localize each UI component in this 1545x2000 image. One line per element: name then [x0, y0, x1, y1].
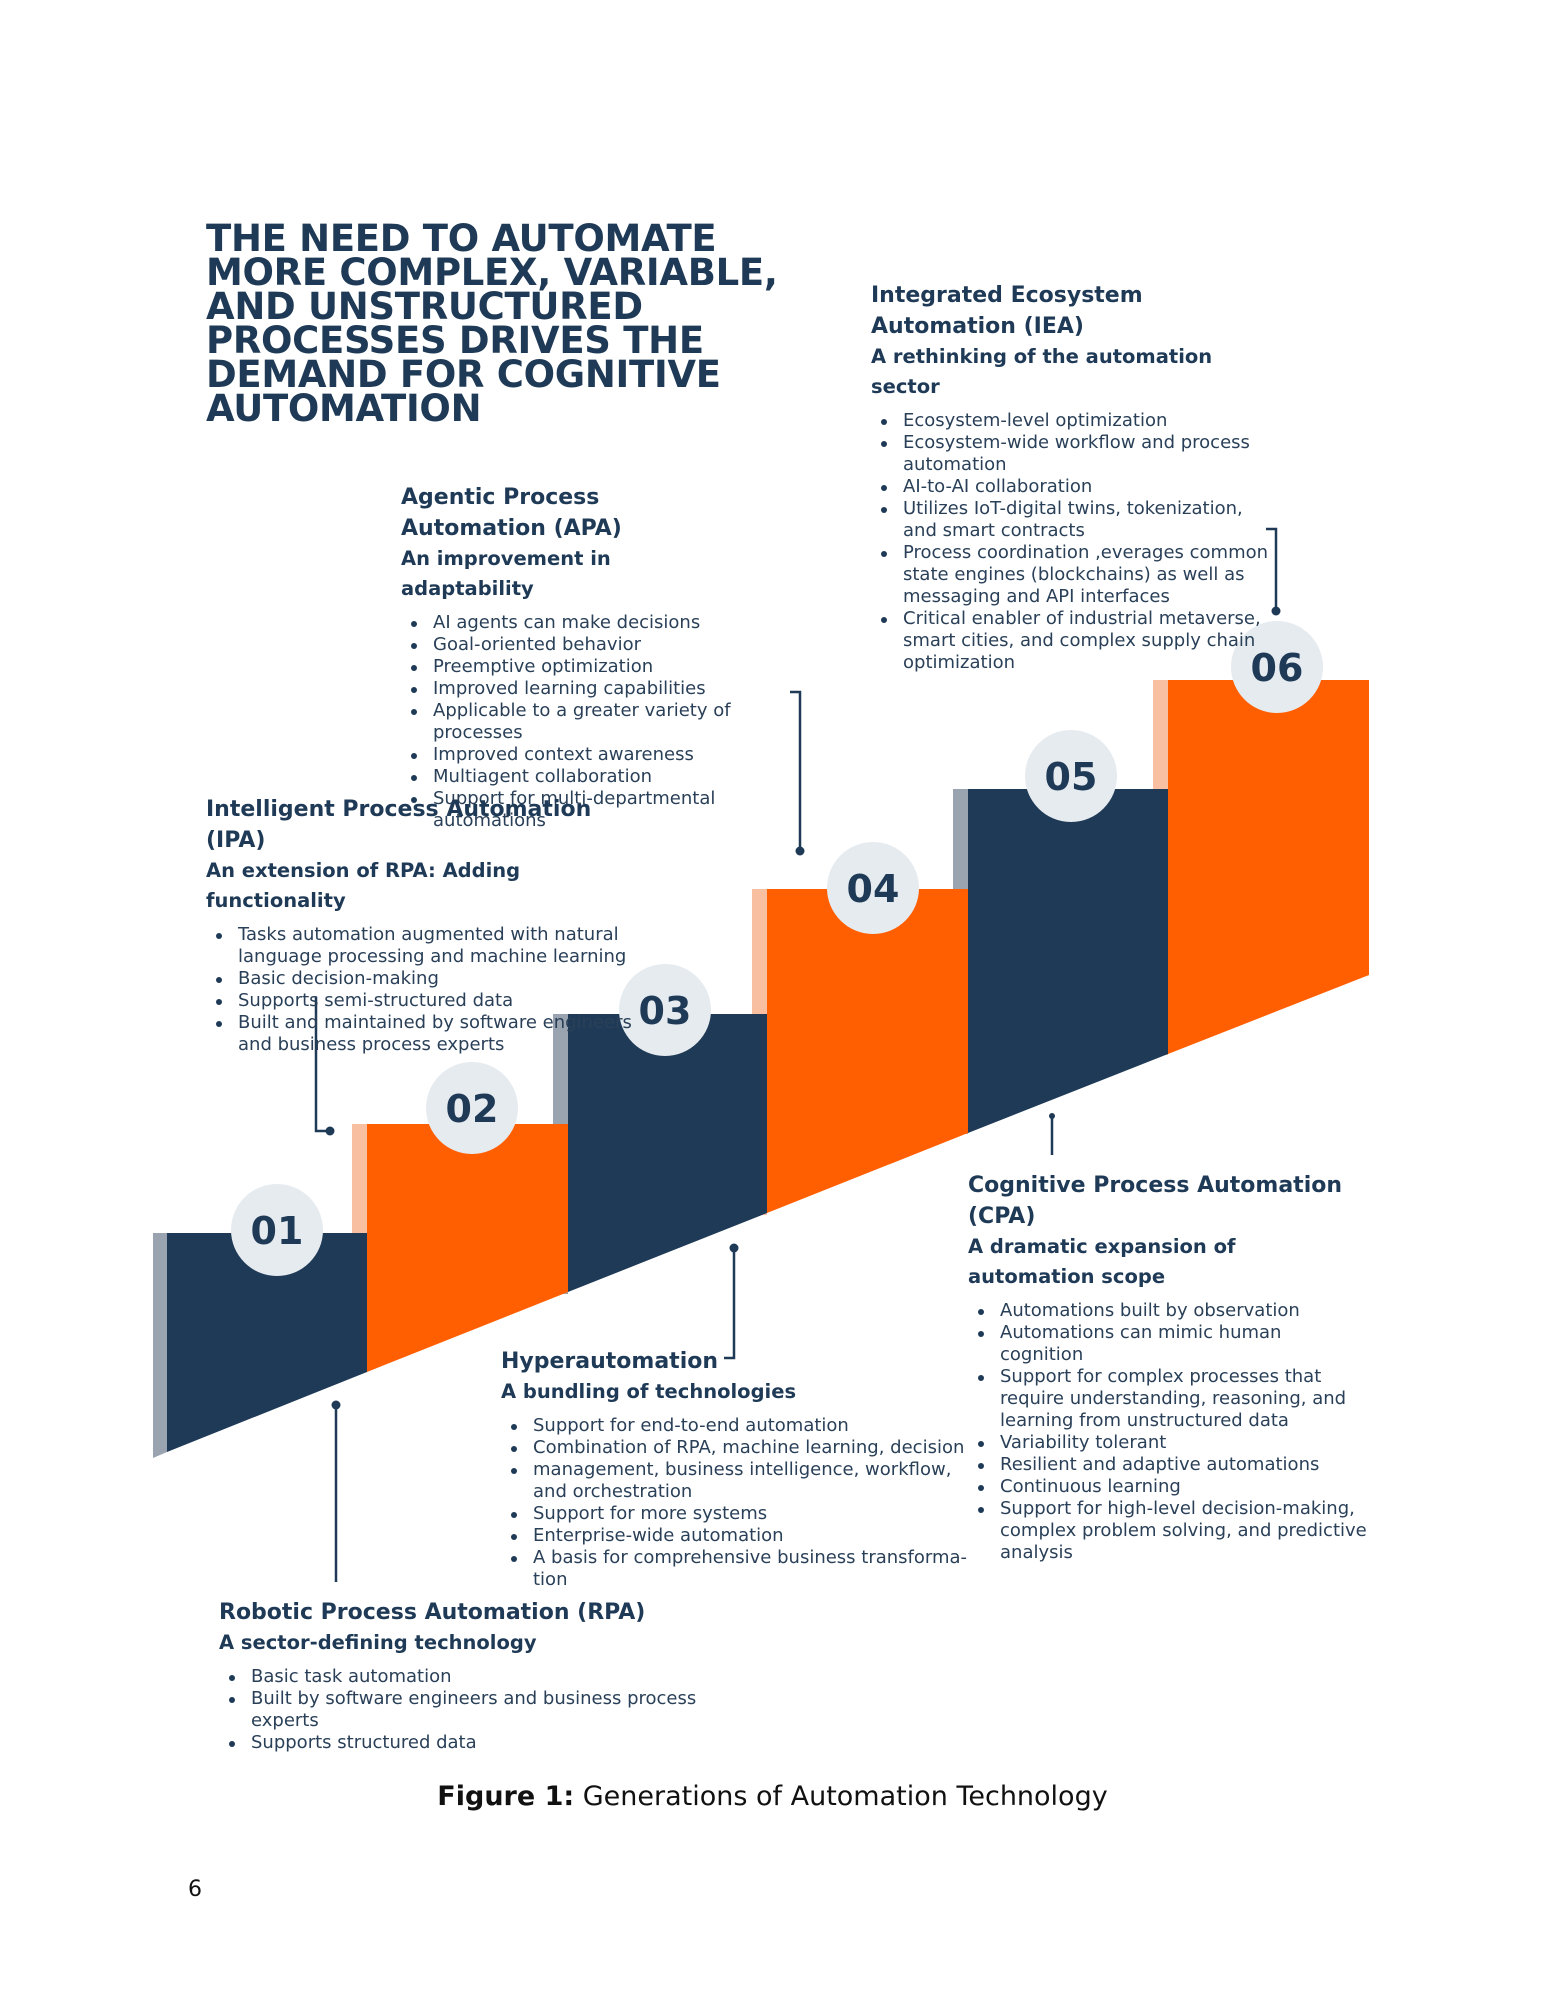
step-05 — [968, 789, 1168, 1133]
list-item: Improved context awareness — [401, 744, 741, 766]
list-item: Automations built by observation — [968, 1300, 1368, 1322]
stage-ipa-bullets: Tasks automation augmented with natural … — [206, 924, 636, 1056]
step-01-shade — [153, 1233, 167, 1458]
stage-apa-block: Agentic Process Automation (APA) An impr… — [401, 482, 741, 832]
stage-cpa-title: Cognitive Process Automation (CPA) — [968, 1173, 1343, 1229]
stage-rpa-subtitle: A sector-defining technology — [219, 1631, 537, 1654]
list-item: Enterprise-wide automation — [501, 1525, 971, 1547]
step-02-circle — [426, 1062, 518, 1154]
list-item: Utilizes IoT-digital twins, tokenization… — [871, 498, 1271, 542]
list-item: Automations can mimic human cognition — [968, 1322, 1368, 1366]
stage-cpa-block: Cognitive Process Automation (CPA) A dra… — [968, 1170, 1368, 1564]
step-06-circle — [1231, 621, 1323, 713]
list-item: Supports semi-structured data — [206, 990, 636, 1012]
step-03-circle — [619, 964, 711, 1056]
list-item: management, business intelligence, workf… — [501, 1459, 971, 1503]
list-item: Ecosystem-level optimization — [871, 410, 1271, 432]
list-item: Supports structured data — [219, 1732, 709, 1754]
stage-rpa-block: Robotic Process Automation (RPA) A secto… — [219, 1597, 709, 1754]
stage-hyperautomation-bullets: Support for end-to-end automation Combin… — [501, 1415, 971, 1591]
list-item: Continuous learning — [968, 1476, 1368, 1498]
connector-cpa-dot — [1049, 1113, 1055, 1119]
stage-ipa-title: Intelligent Process Automation (IPA) — [206, 797, 592, 853]
page-headline: THE NEED TO AUTOMATE MORE COMPLEX, VARIA… — [206, 217, 778, 430]
step-01-number: 01 — [251, 1209, 304, 1253]
stage-hyperautomation-block: Hyperautomation A bundling of technologi… — [501, 1346, 971, 1591]
list-item: Variability tolerant — [968, 1432, 1368, 1454]
list-item: Resilient and adaptive automations — [968, 1454, 1368, 1476]
list-item: Combination of RPA, machine learning, de… — [501, 1437, 971, 1459]
list-item: Basic task automation — [219, 1666, 709, 1688]
connector-apa-dot — [795, 846, 805, 856]
list-item: Multiagent collaboration — [401, 766, 741, 788]
step-01-circle — [231, 1184, 323, 1276]
connector-rpa-dot — [331, 1400, 341, 1410]
stage-cpa-bullets: Automations built by observation Automat… — [968, 1300, 1368, 1564]
list-item: AI-to-AI collaboration — [871, 476, 1271, 498]
stage-rpa-title: Robotic Process Automation (RPA) — [219, 1600, 646, 1625]
figure-caption-text: Generations of Automation Technology — [574, 1781, 1108, 1812]
step-03 — [568, 1014, 767, 1292]
connector-iea-dot — [1271, 606, 1281, 616]
list-item: Process coordination ,everages common st… — [871, 542, 1271, 608]
step-04-circle — [827, 842, 919, 934]
stage-apa-bullets: AI agents can make decisions Goal-orient… — [401, 612, 741, 832]
list-item: Preemptive optimization — [401, 656, 741, 678]
stage-apa-subtitle: An improvement in adaptability — [401, 547, 611, 600]
step-05-circle — [1025, 730, 1117, 822]
stage-hyperautomation-title: Hyperautomation — [501, 1349, 719, 1374]
list-item: Support for end-to-end automation — [501, 1415, 971, 1437]
step-02 — [367, 1124, 568, 1372]
list-item: Built and maintained by software enginee… — [206, 1012, 636, 1056]
page-number: 6 — [188, 1877, 202, 1902]
step-03-number: 03 — [639, 989, 692, 1033]
list-item: Improved learning capabilities — [401, 678, 741, 700]
stage-iea-subtitle: A rethinking of the automation sector — [871, 345, 1213, 398]
connector-hyperautomation — [724, 1248, 736, 1360]
step-01 — [167, 1233, 367, 1452]
figure-caption: Figure 1: Generations of Automation Tech… — [0, 1781, 1545, 1812]
figure-caption-label: Figure 1: — [437, 1781, 575, 1812]
connector-ipa — [314, 997, 328, 1133]
stage-ipa-block: Intelligent Process Automation (IPA) An … — [206, 794, 636, 1056]
list-item: Support for high-level decision-making, … — [968, 1498, 1368, 1564]
stage-ipa-subtitle: An extension of RPA: Adding functionalit… — [206, 859, 521, 912]
step-06-number: 06 — [1251, 646, 1304, 690]
stage-rpa-bullets: Basic task automation Built by software … — [219, 1666, 709, 1754]
list-item: Goal-oriented behavior — [401, 634, 741, 656]
list-item: Critical enabler of industrial metaverse… — [871, 608, 1271, 674]
stage-hyperautomation-subtitle: A bundling of technologies — [501, 1380, 797, 1403]
step-02-number: 02 — [446, 1087, 499, 1131]
list-item: AI agents can make decisions — [401, 612, 741, 634]
list-item: Built by software engineers and business… — [219, 1688, 709, 1732]
list-item: Support for multi-departmental automatio… — [401, 788, 741, 832]
connector-iea — [1266, 527, 1278, 611]
connector-apa — [790, 690, 802, 848]
step-04-number: 04 — [847, 867, 900, 911]
connector-hyperautomation-dot — [729, 1243, 739, 1253]
step-06 — [1168, 680, 1369, 1054]
list-item: Tasks automation augmented with natural … — [206, 924, 636, 968]
stage-iea-bullets: Ecosystem-level optimization Ecosystem-w… — [871, 410, 1271, 674]
connector-ipa-dot — [325, 1126, 335, 1136]
stage-apa-title: Agentic Process Automation (APA) — [401, 485, 622, 541]
list-item: Applicable to a greater variety of proce… — [401, 700, 741, 744]
stage-cpa-subtitle: A dramatic expansion of automation scope — [968, 1235, 1236, 1288]
stage-iea-block: Integrated Ecosystem Automation (IEA) A … — [871, 280, 1271, 674]
list-item: A basis for comprehensive business trans… — [501, 1547, 971, 1591]
stage-iea-title: Integrated Ecosystem Automation (IEA) — [871, 283, 1143, 339]
step-05-number: 05 — [1045, 755, 1098, 799]
list-item: Support for complex processes that requi… — [968, 1366, 1368, 1432]
list-item: Ecosystem-wide workflow and process auto… — [871, 432, 1271, 476]
list-item: Support for more systems — [501, 1503, 971, 1525]
step-04 — [767, 889, 968, 1213]
list-item: Basic decision-making — [206, 968, 636, 990]
